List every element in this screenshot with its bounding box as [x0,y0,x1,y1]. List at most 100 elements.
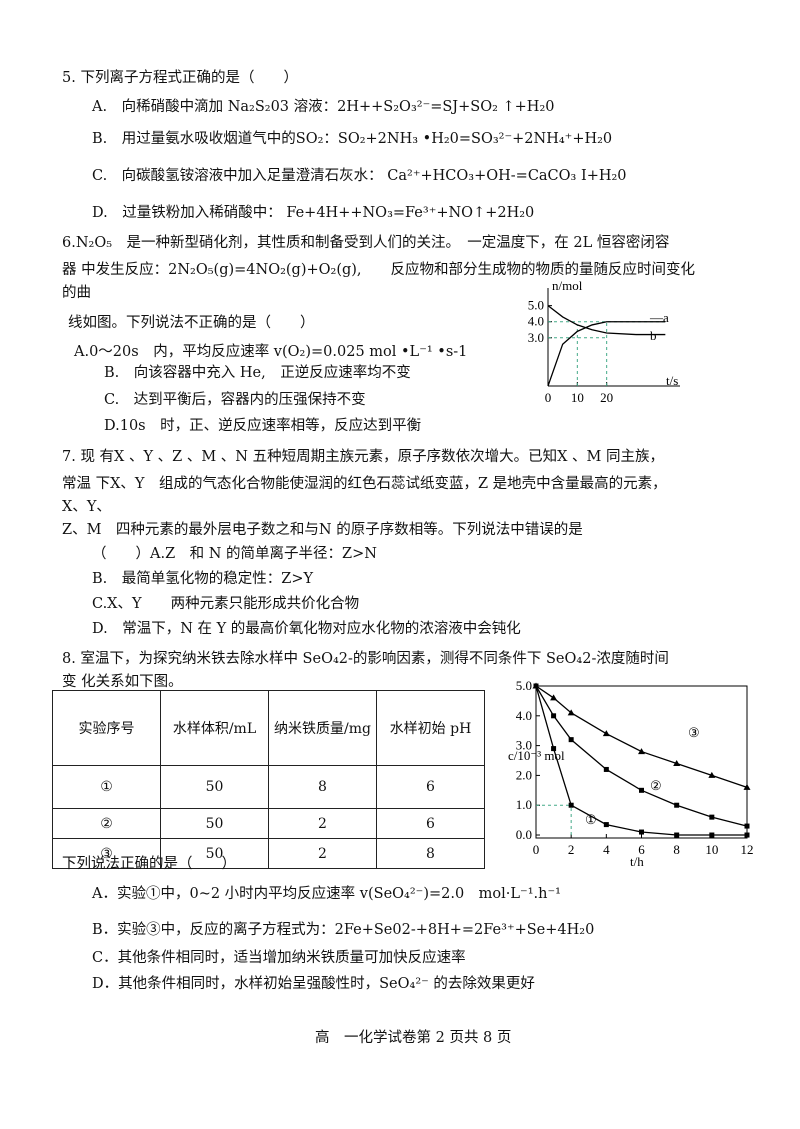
question: 的曲 [62,285,91,301]
option: B. 用过量氨水吸收烟道气中的SO₂：SO₂+2NH₃ •H₂0=SO₃²⁻+2… [92,131,613,147]
table-cell: 6 [376,808,485,839]
marker [551,713,557,719]
option: C．其他条件相同时，适当增加纳米铁质量可加快反应速率 [92,950,466,966]
y-tick-label: 4.0 [528,314,544,329]
marker [568,802,574,808]
x-tick-label: 2 [568,842,575,857]
marker [602,730,610,737]
marker [709,814,715,820]
y-tick-label: 2.0 [516,767,532,782]
marker [743,783,751,790]
table-cell: 8 [376,838,485,869]
option: C. 达到平衡后，容器内的压强保持不变 [104,392,366,408]
marker [639,829,644,835]
x-axis-label: t/h [630,854,644,869]
y-tick-label: 4.0 [516,708,532,723]
question: 变 化关系如下图。 [62,674,183,690]
data-table: 实验序号 水样体积/mL 纳米铁质量/mg 水样初始 pH ① 50 8 6 ② 50 2 6 ③… [52,690,485,869]
curve [547,321,666,387]
table-header: 水样初始 pH [376,690,485,766]
marker [674,832,680,838]
x-tick-label: 10 [571,390,584,405]
series-label: ② [650,778,662,793]
option: A. 向稀硝酸中滴加 Na₂S₂03 溶液：2H++S₂O₃²⁻=SJ+SO₂ … [92,99,555,115]
question: 器 中发生反应：2N₂O₅(g)=4NO₂(g)+O₂(g), 反应物和部分生成… [62,262,696,278]
option: D．其他条件相同时，水样初始呈强酸性时，SeO₄²⁻ 的去除效果更好 [92,976,535,992]
y-tick-label: 3.0 [528,330,544,345]
table-cell: 2 [268,808,377,839]
question: 常温 下X、Y 组成的气态化合物能使湿润的红色石蕊试纸变蓝，Z 是地壳中含量最高… [62,476,667,492]
table-cell: ③ [52,838,161,869]
series-label: ③ [688,725,700,740]
marker [639,787,644,793]
option: B. 最简单氢化物的稳定性：Z>Y [92,571,314,587]
footer: 高 一化学试卷第 2 页共 8 页 [315,1030,512,1046]
x-tick-label: 0 [533,842,540,857]
question: Z、M 四种元素的最外层电子数之和与N 的原子序数相等。下列说法中错误的是 [62,522,583,538]
x-tick-label: 6 [638,842,645,857]
y-tick-label: 1.0 [516,797,532,812]
x-tick-label: 8 [673,842,680,857]
question: 8. 室温下，为探究纳米铁去除水样中 SeO₄2-的影响因素，测得不同条件下 S… [62,651,669,667]
curve [535,685,747,836]
marker [603,766,609,772]
question: 下列说法正确的是（ ） [62,856,236,872]
curve [535,685,748,788]
y-tick-label: 5.0 [528,298,544,313]
y-tick-label: 3.0 [516,738,532,753]
x-tick-label: 10 [705,842,718,857]
curve [535,685,748,827]
table-cell: 50 [160,765,269,809]
y-axis-label: c/10⁻³ mol [508,748,565,763]
table-header: 纳米铁质量/mg [268,690,377,766]
option: D. 过量铁粉加入稀硝酸中： Fe+4H++NO₃=Fe³⁺+NO↑+2H₂0 [92,205,535,221]
marker [603,822,609,828]
table-cell: 6 [376,765,485,809]
marker [567,709,575,716]
y-tick-label: 5.0 [516,678,532,693]
question: 5. 下列离子方程式正确的是（ ） [62,70,298,86]
option: B. 向该容器中充入 He, 正逆反应速率均不变 [104,365,411,381]
marker [708,771,716,778]
table-cell: 50 [160,838,269,869]
marker [568,737,574,743]
marker [744,832,750,838]
option: D. 常温下，N 在 Y 的最高价氧化物对应水化物的浓溶液中会钝化 [92,621,521,637]
marker [709,832,715,838]
x-tick-label: 4 [603,842,610,857]
option: A．实验①中，0~2 小时内平均反应速率 v(SeO₄²⁻)=2.0 mol·L… [92,886,561,902]
marker [674,802,680,808]
plot-frame [535,685,748,839]
x-tick-label: 12 [741,842,754,857]
question: X、Y、 [62,499,111,515]
marker [551,746,557,752]
marker [550,694,558,701]
table-cell: ① [52,765,161,809]
option: D.10s 时，正、逆反应速率相等，反应达到平衡 [104,418,422,434]
x-axis-label: t/s [666,373,678,388]
y-axis-label: n/mol [552,278,583,293]
question: 7. 现 有X 、Y 、Z 、M 、N 五种短周期主族元素，原子序数依次增大。已… [62,449,664,465]
series-label: —a [649,310,669,325]
option: A.0～20s 内，平均反应速率 v(O₂)=0.025 mol •L⁻¹ •s… [74,344,468,360]
question: 线如图。下列说法不正确的是（ ） [68,315,315,331]
marker [744,823,750,829]
question: 6.N₂O₅ 是一种新型硝化剂，其性质和制备受到人们的关注。 一定温度下，在 2… [62,235,670,251]
series-label: ① [585,812,597,827]
option: C. 向碳酸氢铵溶液中加入足量澄清石灰水： Ca²⁺+HCO₃+OH-=CaCO… [92,168,627,184]
marker [638,748,645,755]
x-tick-label: 0 [545,390,552,405]
table-cell: 8 [268,765,377,809]
question: （ ）A.Z 和 N 的简单离子半径：Z>N [92,546,377,562]
curve [547,305,666,336]
y-tick-label: 0.0 [516,827,532,842]
x-tick-label: 20 [600,390,613,405]
table-cell: 2 [268,838,377,869]
marker [673,759,681,766]
series-label: b [650,328,657,343]
option: C.X、Y 两种元素只能形成共价化合物 [92,596,360,612]
option: B．实验③中，反应的离子方程式为：2Fe+Se02-+8H+=2Fe³⁺+Se+… [92,922,595,938]
marker [532,682,540,689]
